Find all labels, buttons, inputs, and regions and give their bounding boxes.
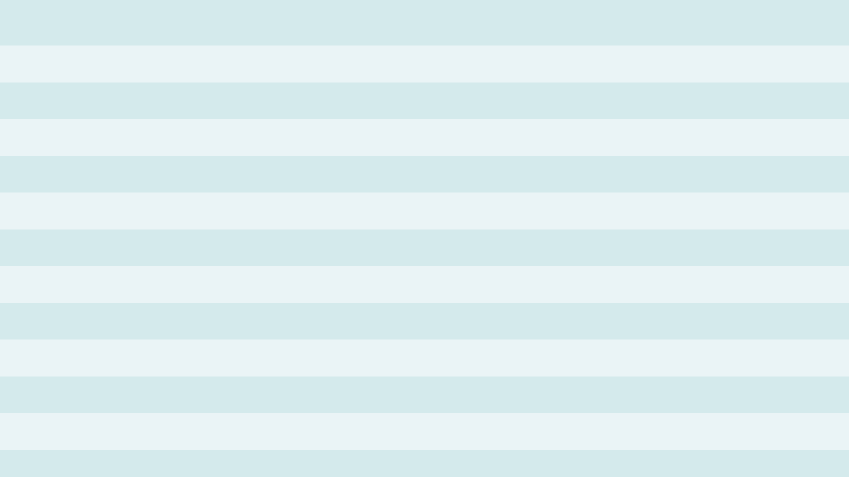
striped-background	[0, 0, 849, 477]
